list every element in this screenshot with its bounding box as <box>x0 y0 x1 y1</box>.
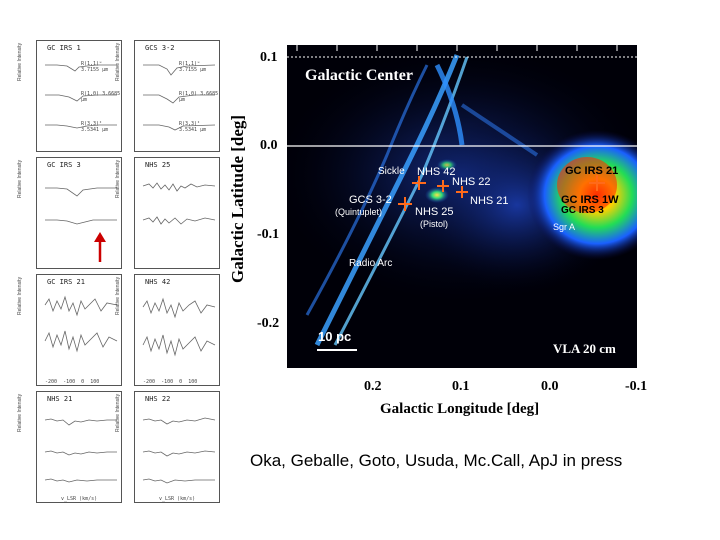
spectrum-plot <box>44 295 118 353</box>
survey-label: VLA 20 cm <box>553 341 616 356</box>
x-axis-title: Galactic Longitude [deg] <box>380 401 540 417</box>
radio-image <box>287 45 637 368</box>
x-ticks: -200 -100 0 100 <box>143 379 198 385</box>
label-radio-arc: Radio Arc <box>349 258 393 269</box>
label-nhs21: NHS 21 <box>470 195 509 207</box>
y-axis-label: Relative Intensity <box>17 159 23 198</box>
x-ticks: -200 -100 0 100 <box>45 379 100 385</box>
y-axis-label: Relative Intensity <box>17 393 23 432</box>
spectrum-panel: NHS 25 Relative Intensity <box>115 157 220 269</box>
x-tick: 0.0 <box>541 379 559 394</box>
label-nhs42: NHS 42 <box>417 166 456 178</box>
label-irs1w: GC IRS 1W <box>561 194 619 206</box>
spectrum-panel: GC IRS 21 Relative Intensity -200 -100 0… <box>17 274 122 386</box>
spectrum-panel: GCS 3-2 Relative Intensity R(1,1)ᵘ 3.715… <box>115 40 220 152</box>
panel-title: NHS 21 <box>47 395 73 403</box>
y-axis-label: Relative Intensity <box>17 276 23 315</box>
spectrum-plot <box>45 187 117 262</box>
x-tick: 0.2 <box>364 379 382 394</box>
x-tick: 0.1 <box>452 379 470 394</box>
arrow-icon <box>94 232 106 242</box>
y-axis-label: Relative Intensity <box>115 276 121 315</box>
galactic-center-map: Galactic Center Sickle NHS 42 NHS 22 GCS… <box>287 45 637 368</box>
panel-title: GC IRS 3 <box>47 161 81 169</box>
label-nhs22: NHS 22 <box>452 176 491 188</box>
y-tick: -0.2 <box>257 316 280 331</box>
y-tick: 0.0 <box>260 138 278 153</box>
panel-title: NHS 42 <box>145 278 171 286</box>
label-sickle: Sickle <box>378 166 405 177</box>
line-label: R(1,1)ᵘ 3.7155 μm <box>179 61 207 73</box>
y-tick: 0.1 <box>260 50 278 65</box>
source-markers <box>398 175 605 211</box>
spectrum-plot <box>44 418 117 483</box>
spectrum-panel: GC IRS 3 Relative Intensity <box>17 157 122 269</box>
spectrum-plot <box>45 64 117 129</box>
panel-title: GC IRS 21 <box>47 278 85 286</box>
y-axis-label: Relative Intensity <box>115 393 121 432</box>
panel-title: NHS 22 <box>145 395 171 403</box>
line-label: R(3,3)ᴵ 3.5341 μm <box>179 121 207 133</box>
map-title: Galactic Center <box>305 67 413 84</box>
citation-caption: Oka, Geballe, Goto, Usuda, Mc.Call, ApJ … <box>250 451 623 470</box>
label-sgra: Sgr A <box>553 222 576 232</box>
label-irs21: GC IRS 21 <box>565 165 619 177</box>
spectrum-panel: GC IRS 1 Relative Intensity R(1,1)ᵘ 3.71… <box>17 40 122 152</box>
y-axis-label: Relative Intensity <box>115 159 121 198</box>
y-axis-label: Relative Intensity <box>115 42 121 81</box>
x-tick: -0.1 <box>625 379 648 394</box>
y-axis-title: Galactic Latitude [deg] <box>228 114 247 283</box>
line-label: R(1,1)ᵘ 3.7155 μm <box>81 61 109 73</box>
spectrum-plot <box>143 64 216 131</box>
scale-bar-label: 10 pc <box>318 329 352 344</box>
panel-title: GC IRS 1 <box>47 44 81 52</box>
spectrum-panel: NHS 42 Relative Intensity -200 -100 0 10… <box>115 274 220 386</box>
line-label: R(3,3)ᴵ 3.5341 μm <box>81 121 109 133</box>
spectrum-plot <box>142 417 216 484</box>
label-irs3: GC IRS 3 <box>561 205 604 216</box>
x-axis-label: v_LSR (km/s) <box>159 496 196 502</box>
spectra-grid: GC IRS 1 Relative Intensity R(1,1)ᵘ 3.71… <box>17 40 220 510</box>
label-pistol: (Pistol) <box>420 219 449 229</box>
label-quintuplet: (Quintuplet) <box>335 207 383 217</box>
label-gcs32: GCS 3-2 <box>349 194 392 206</box>
y-axis-label: Relative Intensity <box>17 42 23 81</box>
spectrum-panel: NHS 21 Relative Intensity v_LSR (km/s) <box>17 391 122 503</box>
spectrum-panel: NHS 22 Relative Intensity v_LSR (km/s) <box>115 391 220 503</box>
spectrum-plot <box>142 182 216 225</box>
line-label: R(1,0) 3.6685 μm <box>179 91 219 103</box>
x-axis-label: v_LSR (km/s) <box>61 496 98 502</box>
panel-title: GCS 3-2 <box>145 44 175 52</box>
y-tick: -0.1 <box>257 227 280 242</box>
spectrum-plot <box>142 297 216 357</box>
line-label: R(1,0) 3.6685 μm <box>81 91 121 103</box>
label-nhs25: NHS 25 <box>415 206 454 218</box>
panel-title: NHS 25 <box>145 161 171 169</box>
